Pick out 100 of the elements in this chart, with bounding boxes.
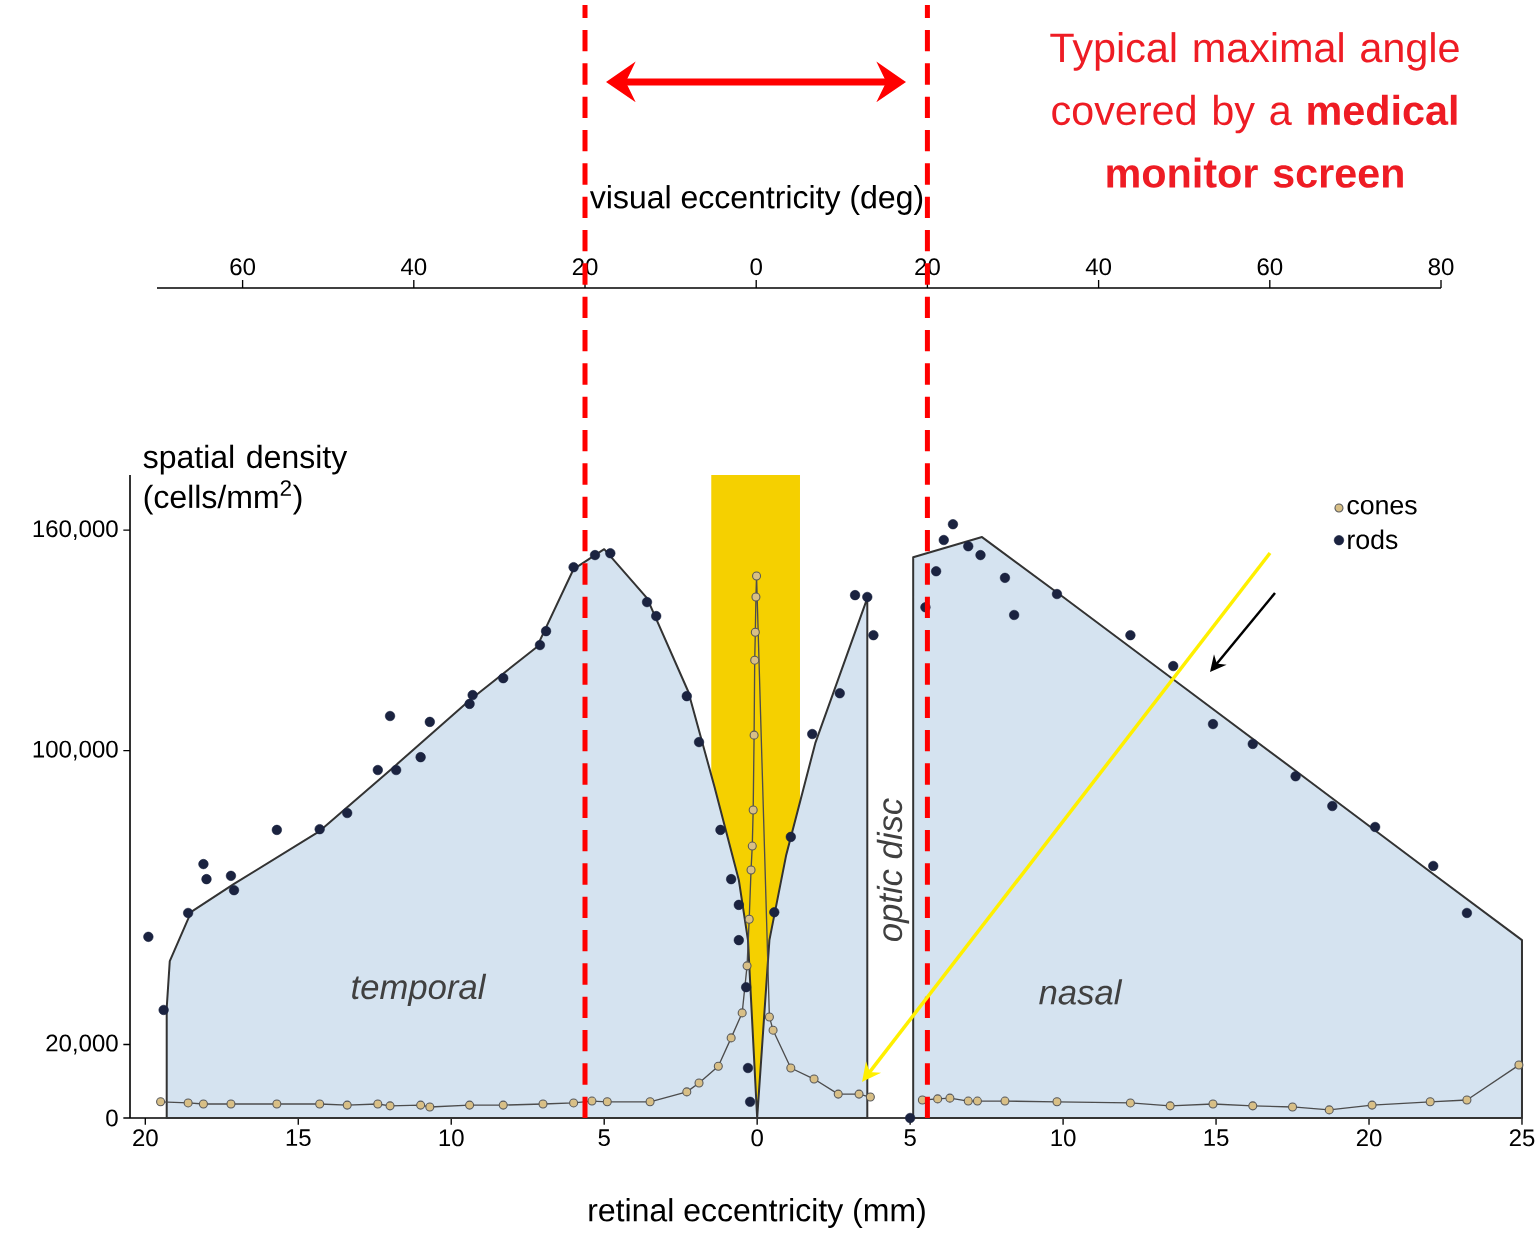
point	[587, 1096, 597, 1106]
point	[834, 688, 845, 699]
x2-tick-label: 40	[401, 258, 427, 276]
point	[764, 1012, 774, 1022]
point	[865, 1092, 875, 1102]
point	[416, 1100, 426, 1110]
point	[198, 1099, 208, 1109]
point	[1000, 1096, 1010, 1106]
point	[769, 907, 780, 918]
y-tick-label: 0	[106, 1109, 118, 1127]
point	[541, 626, 552, 637]
point	[1009, 609, 1020, 621]
point	[862, 591, 873, 603]
point	[641, 597, 653, 608]
point	[569, 1098, 579, 1108]
point	[963, 541, 974, 552]
point	[833, 1089, 843, 1099]
x-tick-label: 15	[286, 1129, 311, 1147]
point	[1248, 1101, 1258, 1111]
point	[498, 673, 509, 684]
x-tick-label: 20	[1356, 1129, 1382, 1147]
point	[975, 550, 986, 561]
y-axis-title: spatial density (cells/mm$^{2}$)	[143, 444, 348, 515]
point	[201, 874, 212, 885]
point	[645, 1097, 655, 1107]
point	[342, 807, 353, 819]
point	[945, 1093, 955, 1103]
point	[226, 1099, 236, 1109]
point	[809, 1074, 819, 1084]
point	[1425, 1097, 1435, 1107]
point	[999, 572, 1011, 583]
point	[786, 1063, 796, 1073]
point	[372, 764, 383, 776]
point	[1288, 1102, 1298, 1112]
point	[807, 728, 818, 740]
point	[1052, 1097, 1062, 1107]
point	[682, 1087, 692, 1097]
point	[1168, 660, 1179, 672]
point	[938, 534, 949, 546]
point	[733, 899, 744, 910]
x-tick-label: 10	[1051, 1129, 1076, 1147]
point	[342, 1100, 352, 1110]
point	[963, 1096, 973, 1106]
text: Typical maximal angle covered by a medical monitor screen	[1050, 32, 1459, 188]
point	[1051, 588, 1063, 600]
point	[713, 1061, 723, 1071]
point	[271, 824, 282, 835]
point	[715, 824, 726, 835]
point	[905, 1112, 916, 1124]
x-axis-title: retinal eccentricity (mm)	[589, 1198, 925, 1228]
point	[726, 1033, 736, 1043]
point	[947, 519, 959, 530]
point	[868, 630, 879, 641]
point	[424, 716, 435, 727]
point	[158, 1004, 169, 1016]
point	[425, 1102, 435, 1112]
point	[498, 1100, 508, 1110]
point	[225, 870, 237, 881]
annotation: nasal	[1039, 979, 1123, 1005]
point	[538, 1099, 548, 1109]
x-tick-label: 5	[598, 1129, 610, 1147]
x-tick-label: 0	[751, 1129, 763, 1147]
point	[747, 841, 757, 851]
point	[741, 982, 752, 993]
y-tick-label: 100,000	[33, 740, 118, 761]
y-tick-label: 160,000	[33, 520, 118, 541]
point	[1290, 771, 1301, 782]
point	[933, 1094, 943, 1104]
point	[568, 562, 579, 573]
point	[1208, 1099, 1218, 1109]
point	[1125, 1098, 1135, 1108]
point	[750, 655, 760, 665]
point	[1324, 1105, 1334, 1115]
point	[748, 805, 758, 815]
point	[651, 611, 662, 622]
point	[1125, 630, 1136, 641]
point	[849, 590, 861, 601]
point	[972, 1096, 982, 1106]
point	[854, 1089, 864, 1099]
annotation: temporal	[352, 973, 487, 1007]
point	[751, 592, 761, 602]
y-tick-label: 20,000	[46, 1034, 118, 1055]
point	[1367, 1100, 1377, 1110]
x-tick-label: 15	[1204, 1129, 1229, 1147]
x2-tick-label: 60	[1257, 258, 1283, 276]
point	[385, 1101, 395, 1111]
point	[931, 566, 942, 577]
point	[315, 1099, 325, 1109]
annotation: optic disc	[876, 798, 910, 942]
point	[143, 931, 154, 942]
point	[785, 831, 796, 842]
point	[1165, 1101, 1175, 1111]
x-tick-label: 5	[904, 1129, 916, 1147]
x2-tick-label: 60	[230, 258, 256, 276]
point	[1327, 800, 1338, 812]
point	[726, 874, 737, 885]
point	[183, 1098, 193, 1108]
point	[737, 1008, 747, 1018]
point	[534, 640, 546, 651]
point	[373, 1099, 383, 1109]
